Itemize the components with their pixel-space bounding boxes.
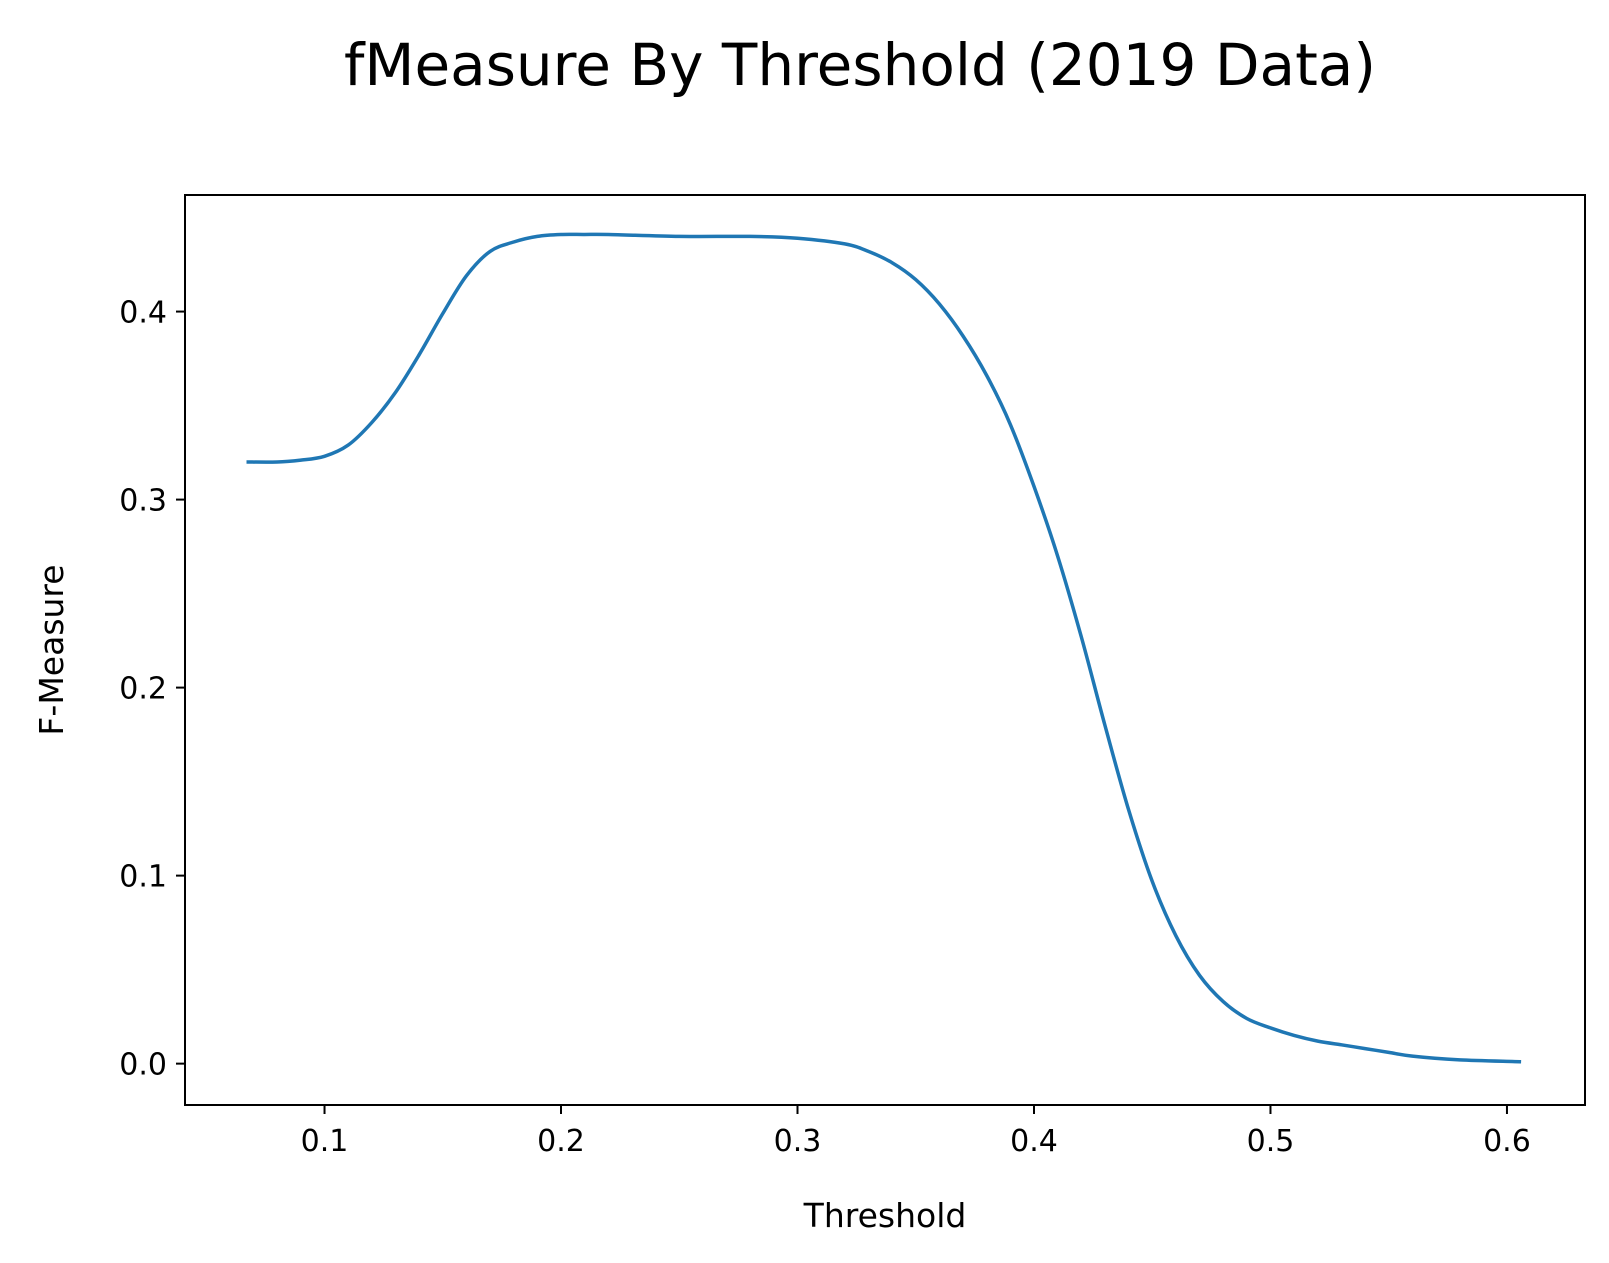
x-tick-label: 0.2 — [537, 1124, 585, 1159]
x-tick-label: 0.1 — [301, 1124, 349, 1159]
y-tick-label: 0.1 — [119, 860, 167, 895]
series-line — [246, 232, 1522, 1064]
y-axis-label: F-Measure — [32, 564, 71, 735]
x-axis-ticks: 0.1 0.2 0.3 0.4 0.5 0.6 — [301, 1105, 1531, 1159]
y-axis-ticks: 0.0 0.1 0.2 0.3 0.4 — [119, 296, 185, 1083]
x-axis-label: Threshold — [803, 1196, 967, 1235]
x-tick-label: 0.6 — [1483, 1124, 1531, 1159]
x-tick-label: 0.5 — [1247, 1124, 1295, 1159]
y-tick-label: 0.3 — [119, 484, 167, 519]
chart-title: fMeasure By Threshold (2019 Data) — [344, 31, 1376, 99]
x-tick-label: 0.3 — [774, 1124, 822, 1159]
x-tick-label: 0.4 — [1010, 1124, 1058, 1159]
y-tick-label: 0.4 — [119, 296, 167, 331]
y-tick-label: 0.2 — [119, 672, 167, 707]
plot-frame — [184, 194, 1586, 1106]
y-tick-label: 0.0 — [119, 1048, 167, 1083]
plot-area — [246, 232, 1522, 1064]
